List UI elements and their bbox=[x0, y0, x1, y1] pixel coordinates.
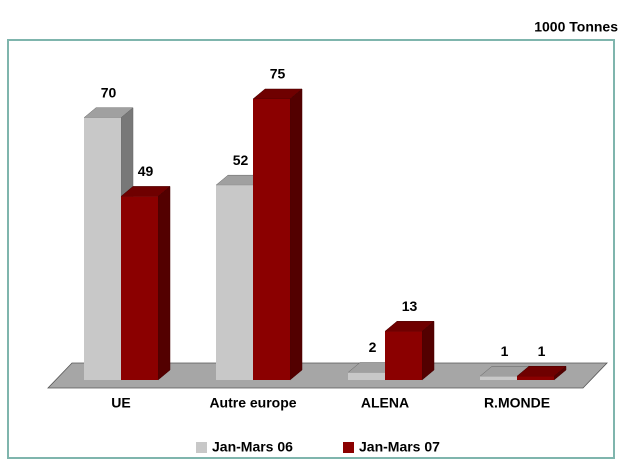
x-tick-label: ALENA bbox=[361, 395, 409, 411]
bar bbox=[385, 331, 422, 380]
x-tick-label: UE bbox=[111, 395, 130, 411]
bar bbox=[348, 372, 385, 380]
legend-label: Jan-Mars 07 bbox=[359, 439, 440, 455]
legend-swatch bbox=[343, 442, 354, 453]
value-label: 1 bbox=[538, 343, 546, 359]
bar bbox=[480, 376, 517, 380]
floor bbox=[47, 362, 608, 389]
value-label: 1 bbox=[501, 343, 509, 359]
value-label: 70 bbox=[101, 84, 117, 100]
legend-swatch bbox=[196, 442, 207, 453]
value-label: 2 bbox=[369, 339, 377, 355]
value-label: 52 bbox=[233, 152, 249, 168]
value-label: 75 bbox=[270, 66, 286, 82]
bar bbox=[517, 376, 554, 380]
bar bbox=[121, 196, 158, 380]
value-label: 49 bbox=[138, 163, 154, 179]
bar bbox=[216, 185, 253, 380]
bar bbox=[84, 117, 121, 380]
bar bbox=[253, 99, 290, 380]
value-label: 13 bbox=[402, 298, 418, 314]
bar-side bbox=[157, 185, 171, 381]
bar-side bbox=[289, 88, 303, 381]
legend-label: Jan-Mars 06 bbox=[212, 439, 293, 455]
unit-label: 1000 Tonnes bbox=[534, 19, 618, 35]
x-tick-label: R.MONDE bbox=[484, 395, 550, 411]
x-tick-label: Autre europe bbox=[209, 395, 296, 411]
